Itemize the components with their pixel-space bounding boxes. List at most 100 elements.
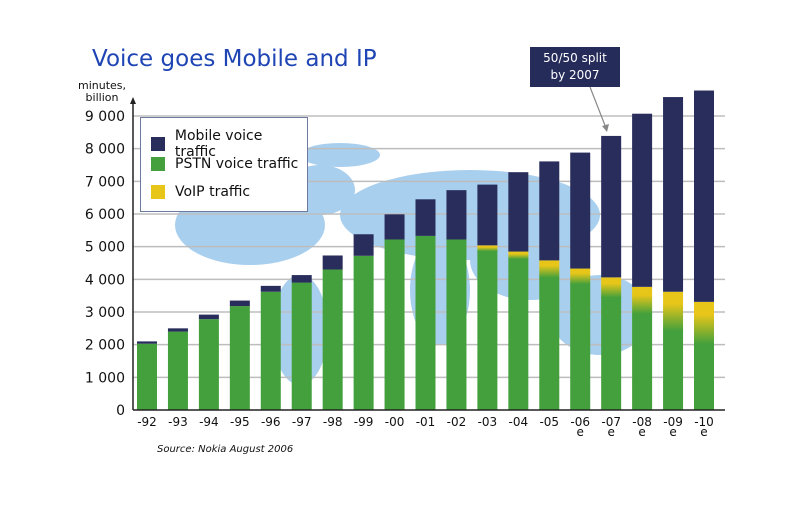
legend-swatch-pstn (151, 157, 165, 171)
x-tick-label: -02 (447, 415, 467, 429)
y-tick-label: 1 000 (85, 370, 125, 386)
x-tick-estimate-label: e (638, 425, 645, 439)
chart-title: Voice goes Mobile and IP (92, 46, 377, 72)
bar-pstn (508, 258, 529, 410)
legend: Mobile voice traffic PSTN voice traffic … (140, 117, 308, 212)
bar-mobile (539, 161, 560, 261)
x-tick-label: -93 (168, 415, 188, 429)
x-tick-label: -03 (478, 415, 498, 429)
x-tick-estimate-label: e (607, 425, 614, 439)
bar-pstn (353, 255, 374, 410)
bar-mobile (384, 214, 405, 240)
x-tick-label: -95 (230, 415, 250, 429)
y-tick-label: 2 000 (85, 338, 125, 354)
x-tick-label: -92 (137, 415, 157, 429)
y-axis-arrow (130, 97, 136, 104)
legend-label-pstn: PSTN voice traffic (175, 156, 299, 172)
x-tick-label: -97 (292, 415, 312, 429)
bar-mobile (353, 234, 374, 256)
bar-mobile (322, 255, 343, 270)
bar-pstn (539, 276, 560, 410)
x-tick-label: -06 (570, 415, 590, 429)
bar-mobile (167, 328, 188, 332)
legend-item-mobile: Mobile voice traffic (151, 128, 307, 160)
bar-voip (601, 277, 622, 298)
x-tick-label: -09 (663, 415, 683, 429)
bar-pstn (167, 331, 188, 410)
bar-pstn (601, 296, 622, 410)
bar-mobile (570, 152, 591, 269)
x-tick-label: -04 (509, 415, 529, 429)
legend-item-voip: VoIP traffic (151, 184, 250, 200)
bar-voip (539, 260, 560, 278)
y-tick-label: 9 000 (85, 109, 125, 125)
x-tick-label: -05 (539, 415, 559, 429)
bar-pstn (384, 239, 405, 410)
x-tick-label: -07 (601, 415, 621, 429)
y-axis-label-line2: billion (85, 91, 119, 104)
bar-mobile (663, 97, 684, 292)
bar-mobile (446, 190, 467, 240)
x-tick-label: -01 (416, 415, 436, 429)
world-map-shape (300, 143, 380, 167)
legend-swatch-mobile (151, 137, 165, 151)
bar-voip (663, 291, 684, 331)
y-tick-label: 0 (116, 403, 125, 419)
y-tick-label: 7 000 (85, 174, 125, 190)
x-tick-estimate-label: e (700, 425, 707, 439)
annotation-box: 50/50 split by 2007 (530, 47, 620, 87)
bar-mobile (415, 199, 436, 236)
y-tick-label: 4 000 (85, 272, 125, 288)
bar-voip (632, 286, 653, 314)
bar-mobile (260, 285, 281, 292)
bar-mobile (477, 184, 498, 246)
bar-mobile (694, 90, 714, 302)
x-tick-estimate-label: e (577, 425, 584, 439)
bar-mobile (632, 113, 653, 287)
annotation-arrowhead (602, 124, 609, 132)
bar-pstn (137, 343, 157, 410)
x-tick-label: -98 (323, 415, 343, 429)
legend-label-mobile: Mobile voice traffic (174, 128, 263, 160)
x-tick-label: -00 (385, 415, 405, 429)
bar-pstn (322, 269, 343, 410)
bar-mobile (137, 341, 157, 344)
bar-pstn (446, 239, 467, 410)
bar-mobile (291, 275, 312, 283)
annotation-line1: 50/50 split (543, 51, 607, 65)
bar-pstn (694, 343, 714, 410)
x-tick-label: -94 (199, 415, 219, 429)
bar-pstn (198, 319, 219, 410)
annotation-arrow (589, 86, 607, 129)
y-axis-label-line1: minutes, (78, 79, 127, 92)
bar-pstn (477, 250, 498, 410)
bar-mobile (601, 135, 622, 278)
bar-voip (694, 301, 714, 345)
annotation-line2: by 2007 (550, 68, 600, 82)
x-tick-estimate-label: e (669, 425, 676, 439)
bar-mobile (198, 314, 219, 320)
legend-label-voip: VoIP traffic (175, 184, 251, 200)
y-tick-label: 3 000 (85, 305, 125, 321)
legend-swatch-voip (151, 185, 165, 199)
bar-pstn (229, 306, 250, 410)
bar-pstn (291, 282, 312, 410)
bar-mobile (229, 300, 250, 307)
bar-pstn (663, 329, 684, 410)
y-tick-label: 8 000 (85, 142, 125, 158)
bar-voip (508, 251, 529, 260)
y-tick-label: 5 000 (85, 240, 125, 256)
x-tick-label: -08 (632, 415, 652, 429)
bar-pstn (632, 312, 653, 410)
source-note: Source: Nokia August 2006 (157, 444, 294, 455)
y-tick-label: 6 000 (85, 207, 125, 223)
bar-voip (477, 245, 498, 252)
bar-mobile (508, 172, 529, 252)
x-tick-label: -99 (354, 415, 374, 429)
bar-pstn (415, 235, 436, 410)
y-axis-label: minutes, billion (78, 80, 126, 104)
x-tick-label: -96 (261, 415, 281, 429)
bar-pstn (260, 291, 281, 410)
